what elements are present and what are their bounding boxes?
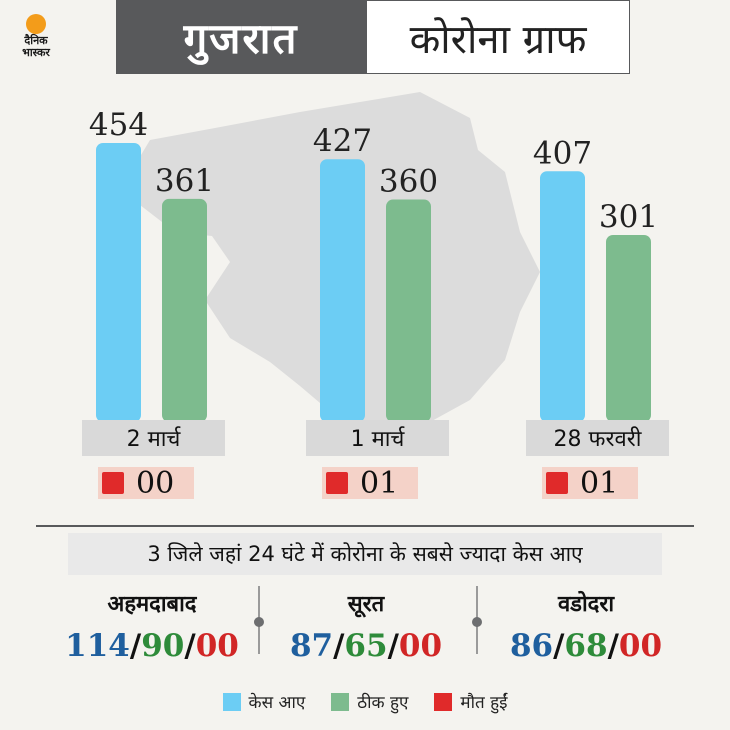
legend-label: ठीक हुए: [357, 693, 409, 713]
deaths-box: 01: [542, 465, 638, 501]
dainik-bhaskar-logo: दैनिक भास्कर: [10, 14, 62, 66]
category-label: 1 मार्च: [306, 420, 449, 456]
district-values: 114/90/00: [65, 628, 239, 664]
district-cases: 87: [289, 628, 334, 664]
legend-label: केस आए: [248, 693, 306, 713]
district-recovered: 68: [564, 628, 608, 664]
header: गुजरात कोरोना ग्राफ: [116, 0, 630, 74]
district-deaths: 00: [618, 628, 663, 664]
separator-dot: [472, 617, 482, 627]
category-label: 2 मार्च: [82, 420, 225, 456]
districts-subtitle: 3 जिले जहां 24 घंटे में कोरोना के सबसे ज…: [68, 533, 662, 575]
district-recovered: 65: [344, 628, 388, 664]
district-name: वडोदरा: [557, 592, 615, 617]
legend-label: मौत हुईं: [460, 693, 508, 713]
legend-item-cases: केस आए: [222, 690, 306, 713]
value-label-recovered: 361: [155, 163, 214, 199]
section-divider: [36, 525, 694, 527]
recovered-swatch: [331, 692, 350, 711]
deaths-box: 01: [322, 465, 418, 501]
district-recovered: 90: [141, 628, 185, 664]
district-cases: 86: [509, 628, 554, 664]
value-label-recovered: 301: [599, 199, 658, 235]
legend-item-recovered: ठीक हुए: [331, 690, 408, 713]
state-title: गुजरात: [116, 0, 366, 74]
district-vadodara: वडोदरा 86/68/00: [476, 588, 696, 664]
legend: केस आए ठीक हुए मौत हुईं: [0, 690, 730, 713]
cases-swatch: [222, 692, 241, 711]
deaths-square-icon: [546, 472, 568, 494]
category-label: 28 फरवरी: [526, 420, 669, 456]
district-name: अहमदाबाद: [107, 592, 197, 617]
sun-icon: [26, 14, 46, 34]
district-values: 86/68/00: [509, 628, 663, 664]
deaths-square-icon: [102, 472, 124, 494]
deaths-square-icon: [326, 472, 348, 494]
district-deaths: 00: [195, 628, 239, 664]
district-cases: 114: [65, 628, 130, 664]
district-values: 87/65/00: [289, 628, 443, 664]
bar-recovered: [386, 199, 431, 422]
deaths-swatch: [434, 692, 453, 711]
separator-dot: [254, 617, 264, 627]
bar-recovered: [606, 235, 651, 422]
district-ahmedabad: अहमदाबाद 114/90/00: [42, 588, 262, 664]
district-deaths: 00: [398, 628, 443, 664]
value-label-cases: 407: [533, 135, 592, 171]
legend-item-deaths: मौत हुईं: [434, 690, 507, 713]
deaths-box: 00: [98, 465, 194, 501]
value-label-cases: 454: [89, 107, 148, 143]
district-name: सूरत: [347, 592, 385, 617]
deaths-value: 01: [580, 465, 619, 501]
district-surat: सूरत 87/65/00: [256, 588, 476, 664]
bar-cases: [96, 143, 141, 422]
bar-cases: [540, 171, 585, 422]
value-label-recovered: 360: [379, 164, 438, 200]
bar-recovered: [162, 198, 207, 422]
bar-cases: [320, 159, 365, 422]
deaths-value: 01: [360, 465, 399, 501]
logo-line-2: भास्कर: [22, 46, 50, 59]
page-title: कोरोना ग्राफ: [366, 0, 630, 74]
logo-line-1: दैनिक: [24, 34, 48, 47]
deaths-value: 00: [136, 465, 175, 501]
value-label-cases: 427: [313, 123, 372, 159]
